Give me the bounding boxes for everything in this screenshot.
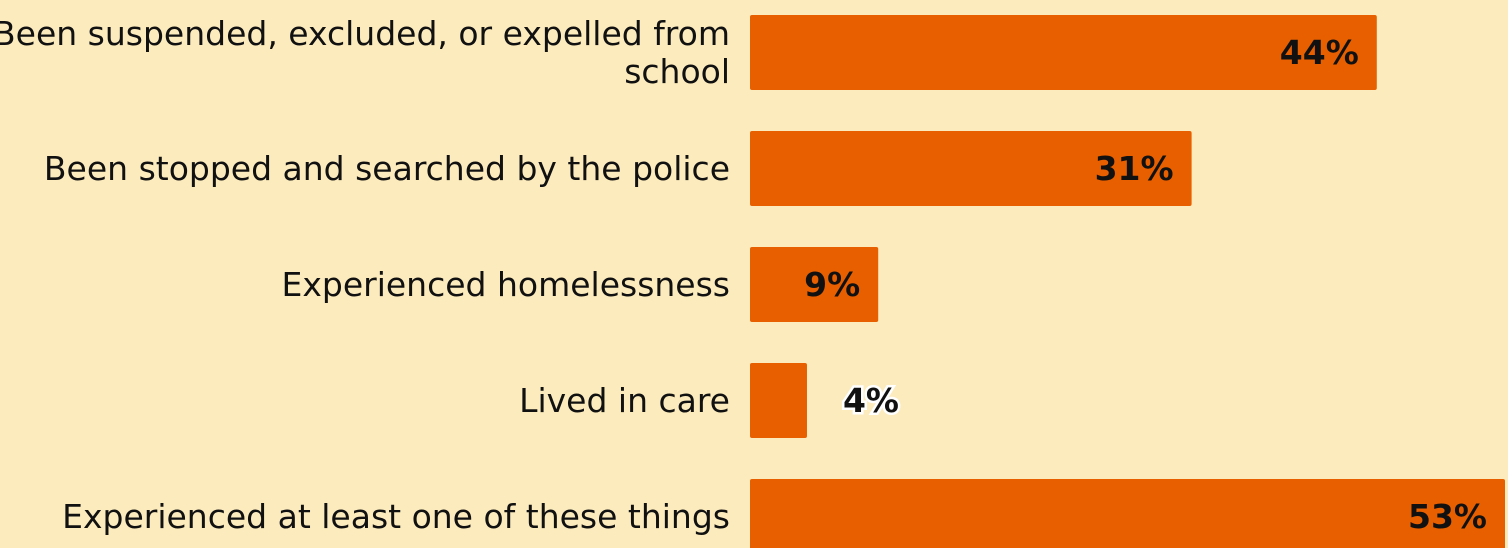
value-label: 4% <box>843 381 899 420</box>
bar <box>750 15 1377 90</box>
value-label: 53% <box>1408 497 1487 536</box>
bars <box>750 15 1505 548</box>
bar <box>750 247 879 322</box>
bar <box>750 479 1505 548</box>
bar <box>750 131 1192 206</box>
category-label: Experienced at least one of these things <box>62 497 730 536</box>
value-label: 31% <box>1095 149 1174 188</box>
category-label: Been suspended, excluded, or expelled fr… <box>0 14 730 91</box>
category-label: Been stopped and searched by the police <box>44 149 730 188</box>
category-label: Lived in care <box>519 381 730 420</box>
value-label: 9% <box>804 265 860 304</box>
bar <box>750 363 807 438</box>
category-label: Experienced homelessness <box>282 265 730 304</box>
value-labels: 44% 31% 9% 4% 53% <box>804 33 1487 536</box>
category-labels: Been suspended, excluded, or expelled fr… <box>0 14 730 536</box>
value-label: 44% <box>1280 33 1359 72</box>
